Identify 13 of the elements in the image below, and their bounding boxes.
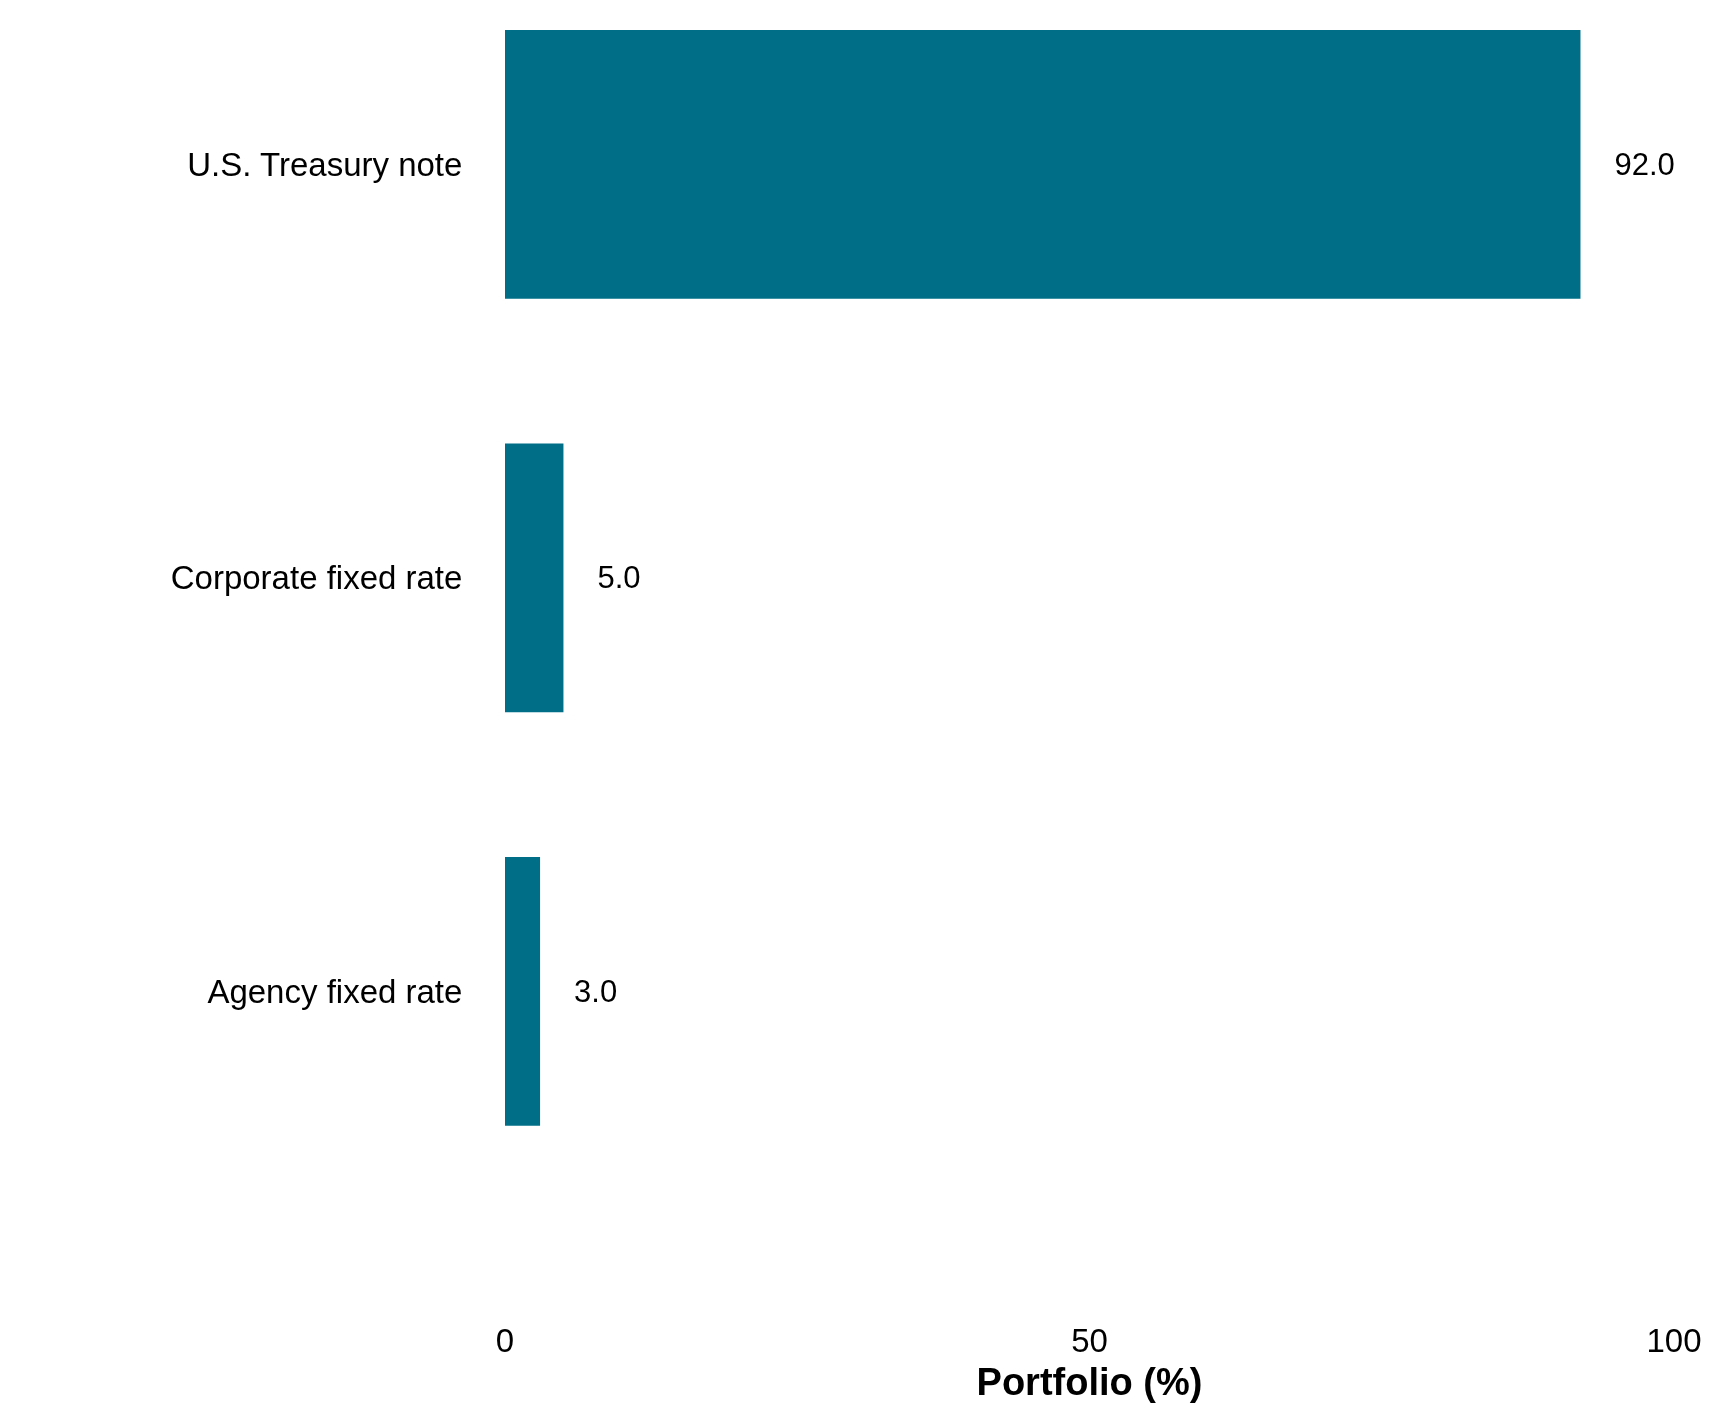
y-tick-label: Agency fixed rate	[207, 972, 463, 1010]
y-tick-label: U.S. Treasury note	[187, 145, 463, 183]
x-axis-title: Portfolio (%)	[976, 1361, 1203, 1404]
x-tick-label: 0	[495, 1322, 515, 1359]
x-tick-label: 100	[1646, 1322, 1702, 1359]
data-label: 92.0	[1583, 146, 1675, 182]
y-tick-label: Corporate fixed rate	[170, 559, 463, 597]
bar	[505, 30, 1581, 299]
data-label: 3.0	[543, 973, 618, 1009]
bar	[505, 856, 541, 1126]
x-tick-label: 50	[1071, 1322, 1108, 1359]
data-label: 5.0	[566, 560, 641, 596]
bar	[505, 443, 564, 713]
